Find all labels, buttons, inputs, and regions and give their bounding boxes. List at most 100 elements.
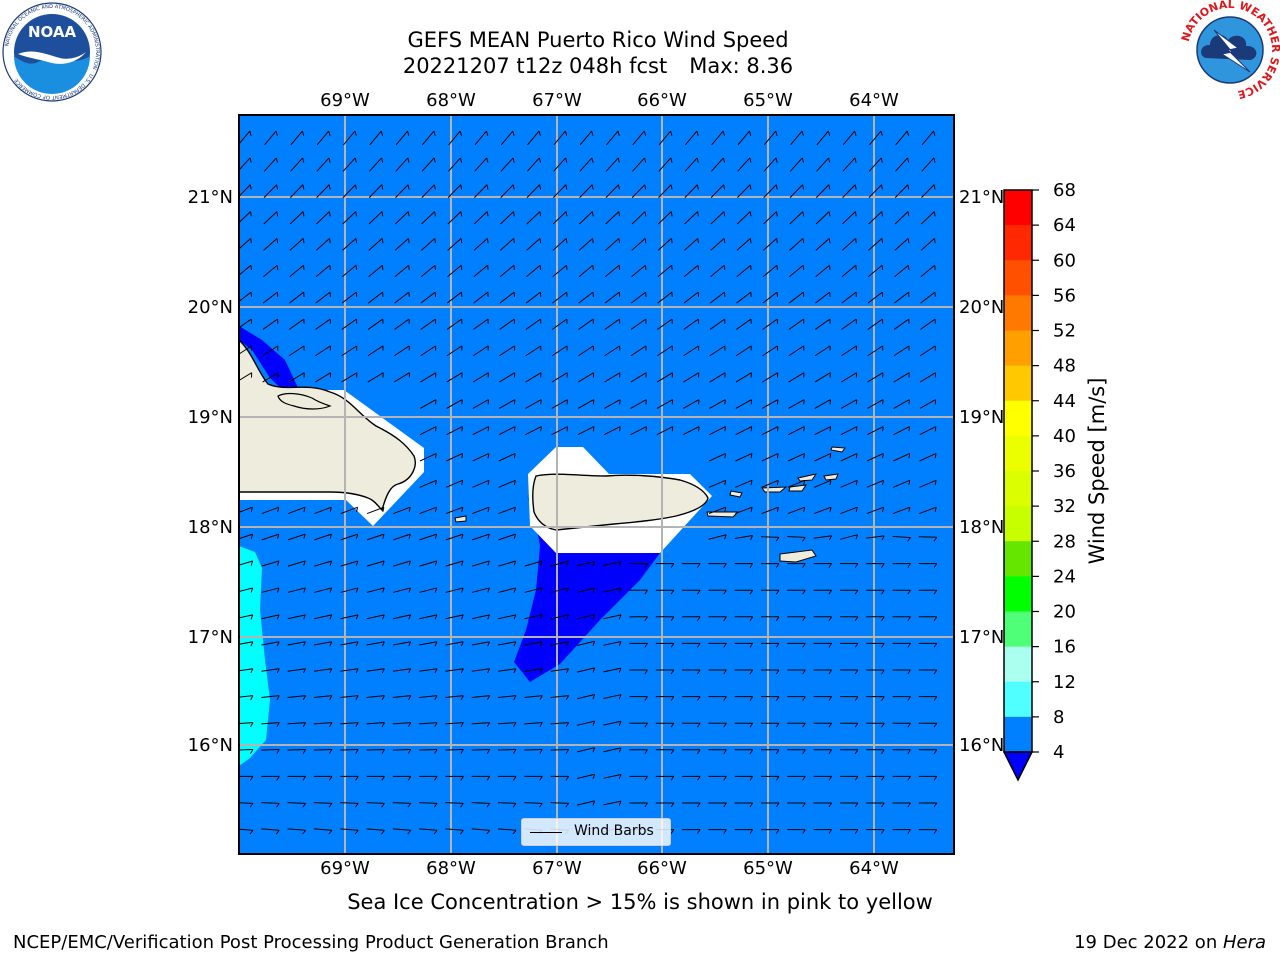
wind-barb <box>526 264 541 278</box>
wind-barb-flag <box>592 774 596 779</box>
wind-barb <box>552 211 567 225</box>
wind-barb <box>577 372 594 383</box>
wind-barb-flag <box>933 776 938 781</box>
wind-barb-flag <box>513 614 517 620</box>
wind-barb <box>919 479 937 488</box>
colorbar-tick-label: 40 <box>1053 426 1076 447</box>
wind-barb <box>868 184 882 199</box>
wind-barb <box>763 184 777 199</box>
wind-barb <box>500 211 514 225</box>
wind-barb <box>239 614 253 619</box>
wind-barb <box>630 426 647 436</box>
wind-barb-flag <box>513 480 516 486</box>
wind-barb-flag <box>407 776 412 781</box>
wind-barb-flag <box>829 453 832 459</box>
wind-barb <box>787 479 805 488</box>
wind-barb-flag <box>933 643 938 648</box>
footer-credit: NCEP/EMC/Verification Post Processing Pr… <box>13 932 609 953</box>
wind-barb-flag <box>618 614 622 620</box>
wind-barb <box>264 130 277 146</box>
wind-barb-flag <box>644 589 648 595</box>
wind-barb-flag <box>855 534 859 540</box>
wind-barb-flag <box>355 749 359 754</box>
wind-barb <box>788 426 805 436</box>
wind-barb-flag <box>724 426 726 432</box>
wind-barb-flag <box>592 694 596 700</box>
wind-barb-flag <box>328 211 331 217</box>
wind-barb <box>814 452 831 462</box>
wind-barb <box>814 479 832 488</box>
wind-barb-flag <box>933 536 938 542</box>
wind-barb-flag <box>249 130 252 136</box>
wind-barb <box>314 506 332 515</box>
wind-barb <box>603 774 622 779</box>
wind-barb <box>262 318 278 330</box>
wind-barb <box>472 479 490 488</box>
wind-barb-flag <box>434 614 438 620</box>
wind-barb-flag <box>328 749 333 754</box>
wind-barb-flag <box>276 668 280 674</box>
wind-barb-flag <box>803 426 805 432</box>
wind-barb-flag <box>513 507 516 513</box>
lon-label-bottom: 66°W <box>637 858 687 879</box>
wind-barb <box>893 479 910 488</box>
wind-barb <box>920 318 936 330</box>
wind-barb <box>392 828 411 831</box>
wind-barb <box>814 426 831 436</box>
wind-barb <box>498 533 516 541</box>
chart-title: GEFS MEAN Puerto Rico Wind Speed <box>407 28 789 52</box>
mona-island <box>454 515 467 523</box>
wind-barb <box>471 802 490 804</box>
wind-barb <box>498 479 516 488</box>
wind-barb <box>471 587 490 593</box>
wind-barb-flag <box>487 426 490 432</box>
lat-label-left: 17°N <box>188 627 233 648</box>
wind-barb <box>604 399 621 409</box>
wind-barb <box>867 399 884 409</box>
wind-barb <box>471 668 490 672</box>
wind-barb <box>736 211 751 225</box>
wind-barb <box>369 157 382 172</box>
wind-barb <box>497 695 517 699</box>
wind-barb-flag <box>933 616 938 622</box>
wind-barb <box>579 184 593 199</box>
wind-barb <box>393 506 411 515</box>
colorbar-segment <box>1004 225 1032 261</box>
wind-barb-flag <box>302 776 307 781</box>
wind-barb <box>420 264 436 278</box>
wind-barb-flag <box>249 776 254 781</box>
puerto-rico-landmass <box>531 473 709 531</box>
wind-barb <box>288 372 305 383</box>
wind-barb <box>498 587 516 593</box>
sea-ice-caption: Sea Ice Concentration > 15% is shown in … <box>347 890 933 914</box>
wind-barb-flag <box>696 157 699 163</box>
wind-barb-flag <box>881 563 885 568</box>
wind-barb <box>472 426 489 436</box>
wind-barb-flag <box>723 669 727 675</box>
wind-barb-flag <box>565 238 568 244</box>
wind-barb-flag <box>644 616 648 622</box>
wind-barb <box>498 641 516 646</box>
wind-barb-flag <box>486 776 491 781</box>
wind-barb <box>262 345 279 357</box>
wind-barb-flag <box>354 829 359 835</box>
wind-barb <box>498 506 516 515</box>
wind-barb-flag <box>775 184 778 190</box>
wind-barb-flag <box>670 722 675 728</box>
wind-barb-flag <box>696 776 701 781</box>
wind-barb <box>445 695 464 699</box>
wind-barb <box>499 264 515 278</box>
wind-barb <box>497 748 517 751</box>
wind-barb-flag <box>854 829 859 834</box>
noaa-logo-icon: NOAA NATIONAL OCEANIC AND ATMOSPHERIC AD… <box>2 2 102 102</box>
wind-barb-flag <box>802 749 806 755</box>
wind-barb-flag <box>644 184 647 190</box>
wind-barb-flag <box>276 587 280 593</box>
wind-barb <box>762 238 778 251</box>
wind-barb-flag <box>749 829 754 834</box>
wind-barb-flag <box>724 534 727 540</box>
wind-barb-flag <box>802 669 806 675</box>
wind-barb <box>446 372 463 383</box>
wind-barb <box>342 238 357 251</box>
wind-barb <box>578 238 593 251</box>
